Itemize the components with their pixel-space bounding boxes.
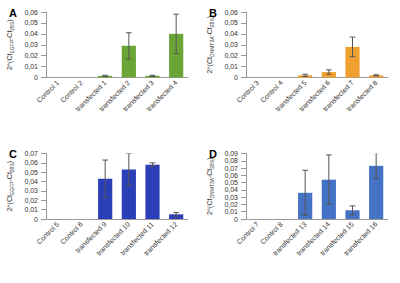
svg-text:Control 8: Control 8: [259, 220, 284, 246]
svg-text:transfected 5: transfected 5: [274, 79, 308, 113]
svg-text:Control 1: Control 1: [35, 79, 60, 104]
svg-text:Control 4: Control 4: [259, 79, 284, 104]
svg-text:28S: 28S: [8, 21, 15, 31]
svg-text:0,05: 0,05: [224, 19, 238, 26]
svg-text:0,08: 0,08: [224, 157, 238, 164]
svg-text:0,02: 0,02: [224, 201, 238, 208]
svg-text:0,07: 0,07: [24, 150, 38, 157]
svg-text:0,04: 0,04: [224, 30, 238, 37]
svg-text:0,03: 0,03: [224, 41, 238, 48]
svg-text:EGFP: EGFP: [9, 181, 15, 195]
svg-text:transfected 15: transfected 15: [318, 220, 355, 257]
svg-text:0,09: 0,09: [224, 150, 238, 157]
svg-text:2^(Ct: 2^(Ct: [6, 195, 14, 212]
svg-text:0: 0: [34, 74, 38, 81]
svg-text:0,05: 0,05: [24, 19, 38, 26]
svg-text:0,01: 0,01: [224, 208, 238, 215]
svg-text:transfected 2: transfected 2: [97, 79, 132, 113]
svg-text:0: 0: [34, 216, 38, 223]
svg-text:-Ct: -Ct: [6, 31, 13, 40]
svg-text:0,01: 0,01: [24, 63, 38, 70]
svg-text:transfected 12: transfected 12: [142, 220, 178, 256]
svg-text:A: A: [9, 7, 17, 19]
svg-text:Control 5: Control 5: [35, 220, 60, 245]
svg-text:2^(Ct: 2^(Ct: [206, 199, 214, 216]
svg-text:transfected 8: transfected 8: [345, 79, 379, 113]
svg-text:0,02: 0,02: [224, 52, 238, 59]
svg-text:0,03: 0,03: [24, 187, 38, 194]
svg-text:0,04: 0,04: [224, 186, 238, 193]
svg-text:transfected 1: transfected 1: [74, 79, 108, 113]
svg-text:0,05: 0,05: [24, 169, 38, 176]
svg-text:28S: 28S: [8, 163, 15, 173]
svg-text:0,06: 0,06: [224, 9, 238, 16]
svg-text:transfected 13: transfected 13: [271, 220, 308, 257]
svg-text:2^(Ct: 2^(Ct: [206, 57, 214, 74]
svg-text:transfected 16: transfected 16: [342, 220, 378, 256]
svg-text:0,03: 0,03: [224, 194, 238, 201]
svg-text:Control 3: Control 3: [235, 79, 260, 104]
svg-text:): ): [6, 161, 14, 163]
svg-text:EGFP: EGFP: [9, 39, 15, 53]
svg-text:D: D: [209, 148, 217, 160]
svg-text:0,01: 0,01: [224, 63, 238, 70]
svg-text:transfected 3: transfected 3: [121, 79, 155, 113]
svg-text:0,03: 0,03: [24, 41, 38, 48]
svg-text:0: 0: [234, 74, 238, 81]
svg-text:0,07: 0,07: [224, 165, 238, 172]
svg-text:B: B: [209, 7, 217, 19]
svg-text:-Ct: -Ct: [206, 169, 213, 178]
svg-text:0,06: 0,06: [224, 172, 238, 179]
svg-text:2^(Ct: 2^(Ct: [6, 54, 14, 71]
svg-text:0,02: 0,02: [24, 52, 38, 59]
svg-text:-Ct: -Ct: [206, 27, 213, 36]
svg-text:transfected 10: transfected 10: [95, 220, 132, 257]
svg-text:0,06: 0,06: [24, 9, 38, 16]
svg-text:0,06: 0,06: [24, 159, 38, 166]
svg-text:Control 6: Control 6: [59, 220, 84, 246]
svg-text:0,04: 0,04: [24, 178, 38, 185]
svg-text:C: C: [9, 148, 17, 160]
svg-text:0,05: 0,05: [224, 179, 238, 186]
svg-text:0,01: 0,01: [24, 206, 38, 213]
svg-text:transfected 6: transfected 6: [297, 79, 332, 113]
svg-text:transfected 11: transfected 11: [119, 220, 155, 257]
svg-text:28S: 28S: [208, 159, 215, 169]
svg-text:DNMT3A: DNMT3A: [209, 177, 215, 198]
svg-text:DNMT3A: DNMT3A: [209, 36, 215, 57]
svg-text:0,04: 0,04: [24, 30, 38, 37]
svg-text:transfected 14: transfected 14: [295, 220, 332, 257]
svg-text:0,02: 0,02: [24, 197, 38, 204]
svg-text:0: 0: [234, 216, 238, 223]
svg-text:transfected 4: transfected 4: [145, 79, 179, 113]
svg-text:Control 2: Control 2: [59, 79, 84, 104]
svg-text:-Ct: -Ct: [6, 172, 13, 181]
svg-text:): ): [6, 19, 14, 21]
svg-text:transfected 9: transfected 9: [74, 220, 108, 254]
svg-text:28S: 28S: [208, 18, 215, 28]
svg-text:transfected 7: transfected 7: [321, 79, 355, 113]
svg-text:Control 7: Control 7: [235, 220, 260, 245]
